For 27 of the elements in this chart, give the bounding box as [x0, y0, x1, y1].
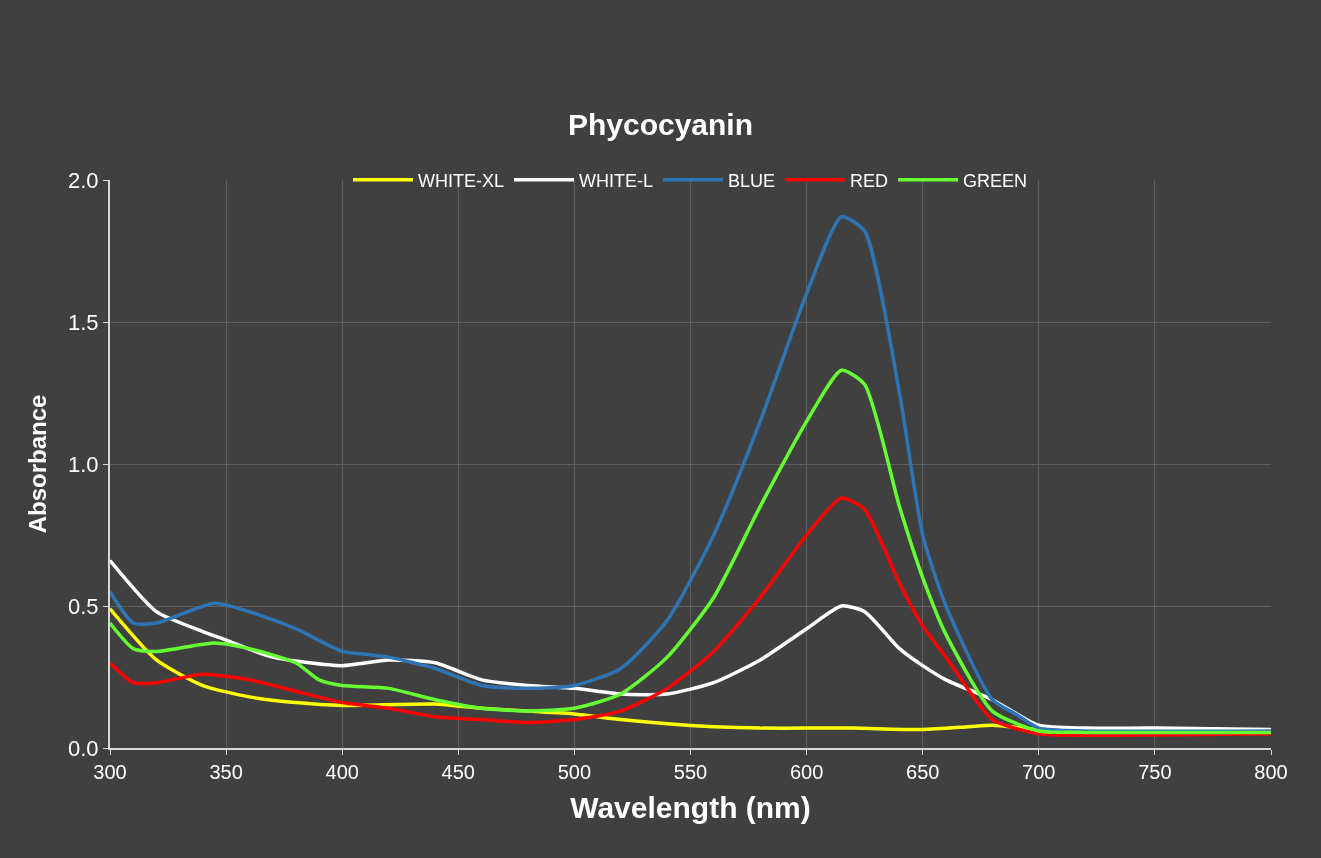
x-tick-label: 550	[673, 761, 708, 783]
y-axis-title: Absorbance	[23, 394, 51, 534]
x-tick-label: 300	[93, 761, 127, 783]
line-series	[110, 368, 1271, 735]
y-tick-label: 2.0	[68, 167, 99, 193]
legend-label: BLUE	[728, 170, 776, 191]
y-tick-label: 1.5	[68, 309, 99, 335]
legend-label: GREEN	[963, 170, 1028, 191]
chart-title: Phycocyanin	[567, 107, 754, 141]
x-tick-label: 500	[557, 761, 592, 783]
x-tick-label: 750	[1138, 761, 1172, 783]
x-tick-label: 800	[1254, 761, 1288, 783]
y-tick-label: 0.5	[68, 593, 99, 619]
x-axis-title: Wavelength (nm)	[570, 791, 811, 824]
legend-label: WHITE-L	[579, 170, 654, 191]
x-tick-label: 650	[906, 761, 940, 783]
y-tick-label: 1.0	[68, 451, 99, 477]
legend-label: WHITE-XL	[418, 170, 505, 191]
x-tick-label: 400	[325, 761, 359, 783]
y-tick-label: 0.0	[68, 735, 99, 761]
line-series	[110, 496, 1271, 738]
x-tick-label: 350	[209, 761, 243, 783]
x-tick-label: 600	[789, 761, 824, 783]
line-series	[110, 215, 1271, 734]
x-tick-label: 450	[441, 761, 475, 783]
legend-label: RED	[850, 170, 889, 191]
x-tick-label: 700	[1022, 761, 1056, 783]
